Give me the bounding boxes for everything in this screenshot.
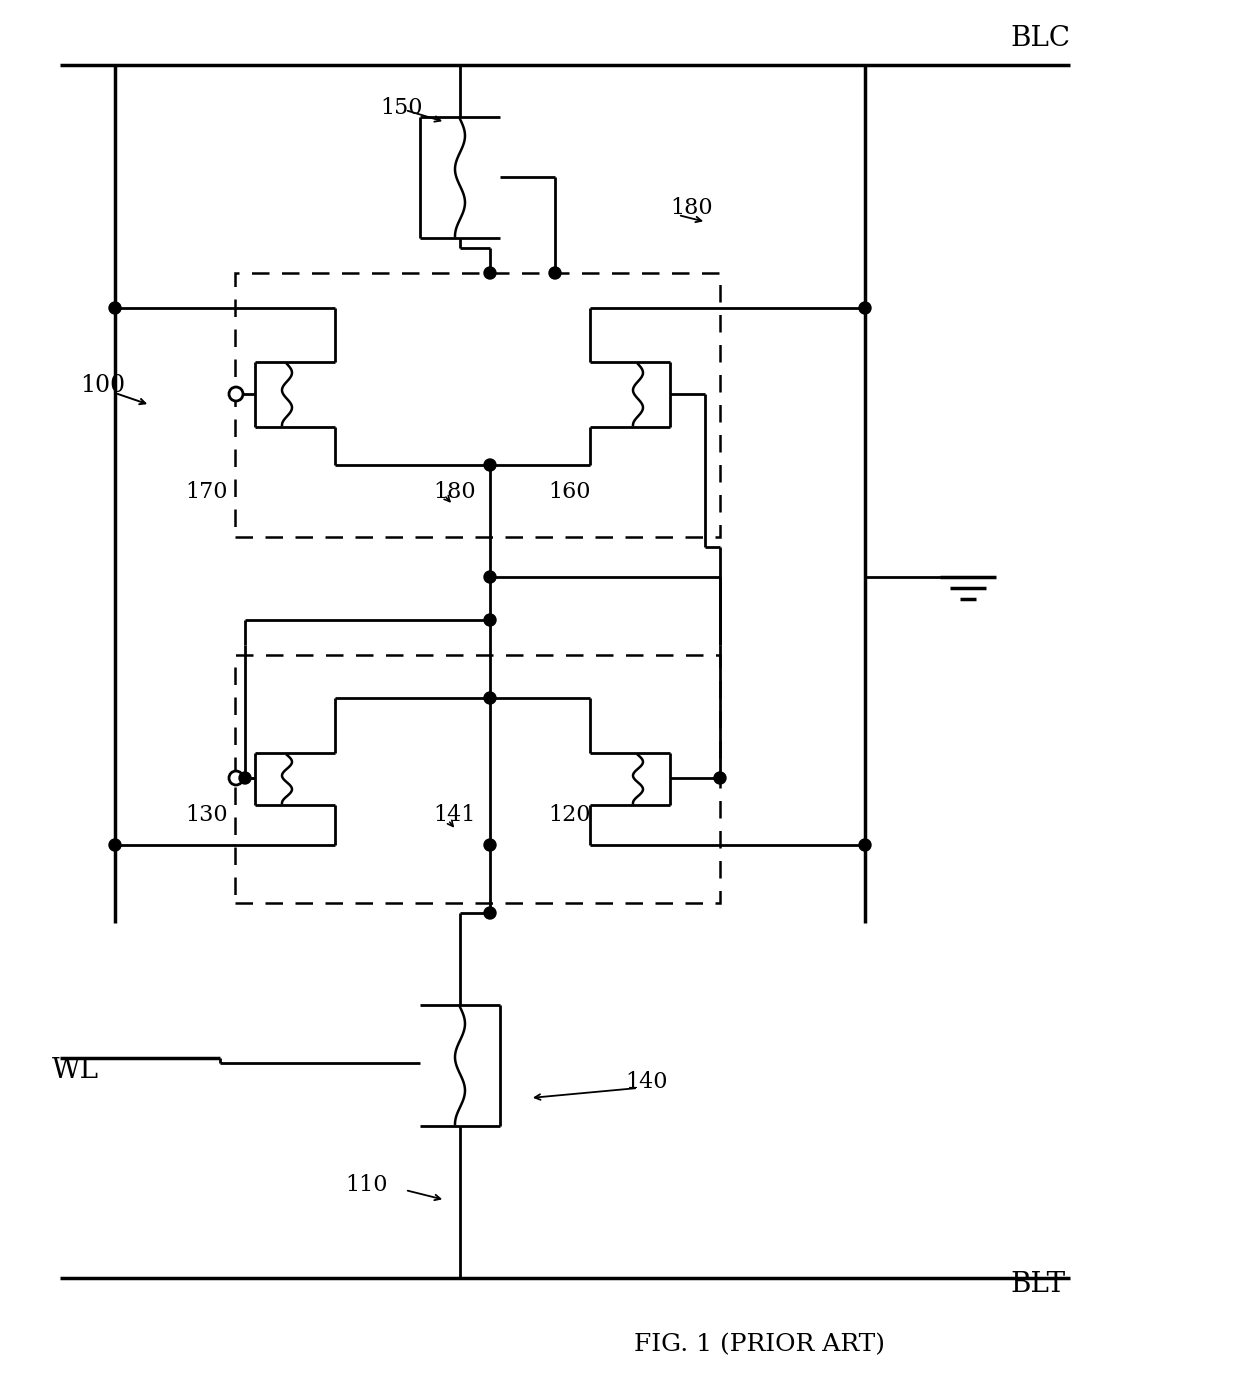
Circle shape (484, 571, 496, 582)
Circle shape (109, 839, 122, 851)
Circle shape (484, 839, 496, 851)
Text: 110: 110 (345, 1174, 387, 1196)
Text: BLC: BLC (1011, 25, 1070, 51)
Circle shape (229, 386, 243, 402)
Text: 160: 160 (548, 482, 590, 502)
Text: 100: 100 (81, 374, 125, 396)
Circle shape (484, 266, 496, 279)
Text: FIG. 1 (PRIOR ART): FIG. 1 (PRIOR ART) (635, 1333, 885, 1357)
Bar (236, 656, 720, 903)
Circle shape (109, 302, 122, 315)
Circle shape (484, 907, 496, 919)
Circle shape (549, 266, 560, 279)
Circle shape (484, 614, 496, 627)
Text: 180: 180 (433, 482, 476, 502)
Text: WL: WL (52, 1057, 99, 1083)
Circle shape (859, 302, 870, 315)
Text: 150: 150 (379, 97, 423, 119)
Text: 141: 141 (433, 805, 475, 827)
Circle shape (229, 771, 243, 785)
Circle shape (239, 771, 250, 784)
Text: 130: 130 (185, 805, 228, 827)
Text: 120: 120 (548, 805, 590, 827)
Text: 180: 180 (670, 197, 713, 219)
Circle shape (484, 460, 496, 471)
Text: 140: 140 (625, 1071, 667, 1093)
Text: BLT: BLT (1011, 1271, 1065, 1299)
Circle shape (714, 771, 725, 784)
Bar (236, 273, 720, 537)
Circle shape (859, 839, 870, 851)
Text: 170: 170 (185, 482, 227, 502)
Circle shape (484, 691, 496, 704)
